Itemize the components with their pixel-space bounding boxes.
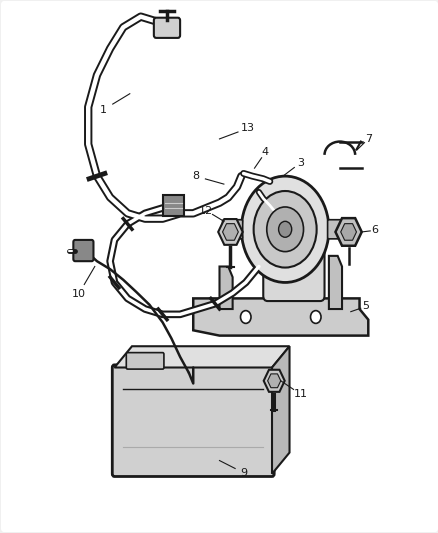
FancyBboxPatch shape — [153, 18, 180, 38]
Circle shape — [253, 191, 316, 268]
Circle shape — [266, 207, 303, 252]
FancyBboxPatch shape — [126, 353, 163, 369]
FancyBboxPatch shape — [73, 240, 93, 261]
Polygon shape — [219, 266, 232, 309]
Text: 9: 9 — [240, 468, 247, 478]
Text: 11: 11 — [293, 389, 307, 399]
Polygon shape — [193, 298, 367, 336]
Text: 10: 10 — [71, 289, 85, 299]
Circle shape — [241, 176, 328, 282]
Text: 6: 6 — [371, 225, 378, 236]
Text: 1: 1 — [100, 104, 107, 115]
Text: 8: 8 — [191, 171, 198, 181]
Polygon shape — [272, 346, 289, 474]
Polygon shape — [114, 346, 289, 368]
Circle shape — [310, 311, 320, 324]
FancyBboxPatch shape — [162, 195, 184, 216]
Text: 13: 13 — [240, 123, 254, 133]
Circle shape — [240, 311, 251, 324]
Text: 5: 5 — [362, 301, 369, 311]
Polygon shape — [328, 256, 341, 309]
FancyBboxPatch shape — [112, 365, 274, 477]
Text: 12: 12 — [199, 206, 213, 216]
Text: 7: 7 — [364, 134, 371, 144]
FancyBboxPatch shape — [327, 220, 347, 239]
FancyBboxPatch shape — [222, 220, 242, 239]
Circle shape — [278, 221, 291, 237]
FancyBboxPatch shape — [263, 221, 324, 301]
Text: 4: 4 — [261, 147, 268, 157]
Text: 3: 3 — [296, 158, 303, 168]
